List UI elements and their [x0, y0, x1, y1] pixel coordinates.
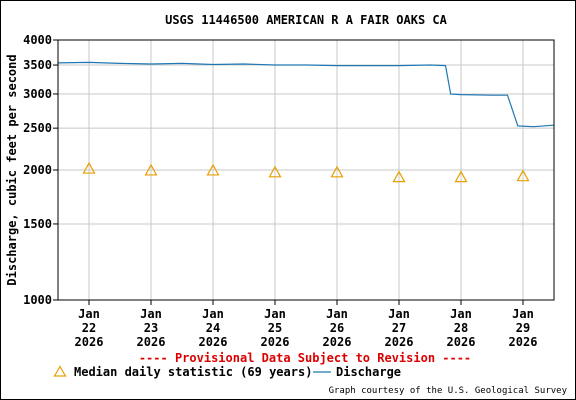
- x-axis: Jan222026Jan232026Jan242026Jan252026Jan2…: [75, 300, 538, 349]
- median-point: [82, 161, 96, 174]
- y-axis: 1000 1500 2000 2500 3000 3500 4000: [23, 33, 58, 307]
- legend-median-symbol: [53, 365, 67, 377]
- median-series: [82, 161, 530, 183]
- x-tick-label-line: Jan: [450, 307, 472, 321]
- x-tick-label-line: Jan: [388, 307, 410, 321]
- median-point: [268, 165, 282, 178]
- y-tick-label: 3000: [23, 87, 52, 101]
- median-point: [330, 165, 344, 178]
- x-tick-label-line: 2026: [75, 335, 104, 349]
- x-tick-label-line: Jan: [512, 307, 534, 321]
- x-tick-label-line: Jan: [264, 307, 286, 321]
- x-tick-label-line: 23: [144, 321, 158, 335]
- y-tick-label: 3500: [23, 58, 52, 72]
- grid: [58, 39, 554, 301]
- discharge-line: [57, 61, 555, 128]
- y-tick-label: 1000: [23, 293, 52, 307]
- median-point: [206, 163, 220, 176]
- x-tick-label-line: 28: [454, 321, 468, 335]
- x-tick-label-line: 2026: [447, 335, 476, 349]
- discharge-series: [57, 61, 555, 128]
- x-tick-label-line: 24: [206, 321, 220, 335]
- x-tick-label-line: Jan: [78, 307, 100, 321]
- x-tick-label-line: 2026: [509, 335, 538, 349]
- y-tick-label: 1500: [23, 217, 52, 231]
- x-tick-label-line: 2026: [199, 335, 228, 349]
- credit-text: Graph courtesy of the U.S. Geological Su…: [329, 386, 568, 396]
- chart-title: USGS 11446500 AMERICAN R A FAIR OAKS CA: [165, 13, 448, 27]
- median-point: [392, 170, 406, 183]
- provisional-notice: ---- Provisional Data Subject to Revisio…: [139, 351, 471, 365]
- median-point: [454, 170, 468, 183]
- x-tick-label-line: Jan: [140, 307, 162, 321]
- plot-area: [57, 39, 555, 301]
- x-tick-label-line: 27: [392, 321, 406, 335]
- x-tick-label-line: 29: [516, 321, 530, 335]
- legend-median-label: Median daily statistic (69 years): [74, 365, 312, 379]
- x-tick-label-line: Jan: [326, 307, 348, 321]
- x-tick-label-line: 2026: [261, 335, 290, 349]
- x-tick-label-line: Jan: [202, 307, 224, 321]
- legend: Median daily statistic (69 years) Discha…: [53, 365, 401, 379]
- y-tick-label: 2000: [23, 163, 52, 177]
- median-point: [144, 163, 158, 176]
- x-tick-label-line: 26: [330, 321, 344, 335]
- y-tick-label: 2500: [23, 121, 52, 135]
- x-tick-label-line: 2026: [137, 335, 166, 349]
- x-tick-label-line: 2026: [385, 335, 414, 349]
- x-tick-label-line: 2026: [323, 335, 352, 349]
- y-axis-label: Discharge, cubic feet per second: [5, 54, 19, 285]
- median-point: [516, 169, 530, 182]
- x-tick-label-line: 22: [82, 321, 96, 335]
- legend-discharge-label: Discharge: [336, 365, 401, 379]
- y-tick-label: 4000: [23, 33, 52, 47]
- x-tick-label-line: 25: [268, 321, 282, 335]
